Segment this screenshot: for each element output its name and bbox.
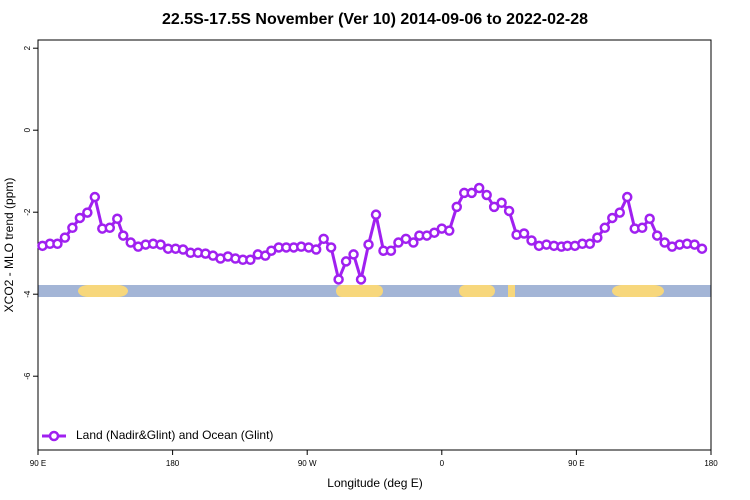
chart-title: 22.5S-17.5S November (Ver 10) 2014-09-06… [162,11,588,28]
data-point [473,182,485,194]
land-patch [78,285,128,297]
y-tick-label: -2 [23,208,32,216]
data-point [355,274,367,285]
data-point [125,237,136,248]
data-point [696,243,708,254]
data-point [526,235,537,246]
data-point [481,189,492,201]
data-point [74,212,86,224]
series-line [42,186,703,281]
data-point [52,238,63,250]
data-point [333,274,344,285]
data-point [59,232,71,243]
land-patch [612,285,664,297]
data-point [82,207,93,218]
x-tick-label: 90 E [30,459,46,468]
legend-label: Land (Nadir&Glint) and Ocean (Glint) [76,428,273,442]
data-point [318,233,329,245]
data-point [112,213,123,225]
data-point [607,212,618,224]
data-point [155,239,166,250]
data-point [67,222,78,234]
y-tick-label: 2 [23,45,32,50]
data-point [89,191,101,203]
data-point [689,239,700,250]
y-tick-label: 0 [23,127,32,132]
data-point [614,207,626,218]
data-point [451,201,463,213]
x-tick-label: 90 W [298,459,317,468]
data-point [117,230,129,241]
data-point [584,238,596,250]
data-point [310,244,322,255]
y-tick-label: -4 [23,290,32,298]
data-point [621,191,633,203]
legend-marker [48,430,60,442]
x-tick-label: 90 E [568,459,584,468]
data-point [488,201,500,213]
y-axis-label: XCO2 - MLO trend (ppm) [2,178,16,313]
data-point [325,242,337,253]
data-point [363,239,374,250]
data-point [503,205,515,217]
x-tick-label: 180 [704,459,718,468]
x-tick-label: 180 [166,459,180,468]
data-point [429,227,440,238]
data-point [408,237,419,248]
data-point [651,230,663,241]
data-point [636,222,648,234]
data-point [340,256,352,267]
land-patch [459,285,495,297]
data-point [385,245,397,256]
x-tick-label: 0 [440,459,445,468]
surface-strip [38,285,711,297]
data-point [466,187,477,199]
data-point [348,249,359,260]
land-patch [336,285,383,297]
data-point [444,225,455,236]
data-point [245,254,256,266]
data-point [592,232,603,243]
data-point [496,197,507,209]
x-axis-label: Longitude (deg E) [327,476,422,490]
y-tick-label: -6 [23,372,32,380]
data-point [104,222,116,234]
data-point [518,228,530,239]
land-patch [508,285,515,297]
data-point [644,213,655,225]
data-point [370,209,382,220]
data-point [599,222,611,234]
data-point [659,237,670,248]
